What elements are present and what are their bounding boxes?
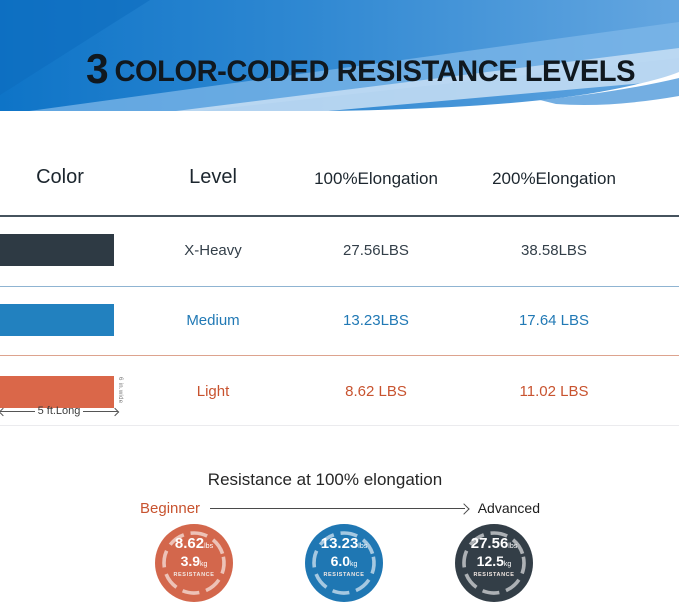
elongation-100-value: 8.62 LBS — [345, 383, 407, 400]
badge-caption: RESISTANCE — [173, 572, 215, 578]
resistance-badge-xheavy: 27.56lbs 12.5kg RESISTANCE — [455, 524, 533, 602]
column-header-color: Color — [36, 166, 84, 188]
kg-unit: kg — [200, 561, 208, 568]
dashed-ring-icon — [462, 531, 526, 595]
dashed-ring-icon — [312, 531, 376, 595]
resistance-badge-medium: 13.23lbs 6.0kg RESISTANCE — [305, 524, 383, 602]
header-banner: 3 COLOR-CODED RESISTANCE LEVELS — [0, 0, 679, 118]
lbs-unit: lbs — [508, 543, 518, 550]
title-number: 3 — [86, 45, 109, 92]
elongation-100-value: 27.56LBS — [343, 242, 409, 259]
level-label: Medium — [186, 312, 240, 329]
lbs-value: 13.23 — [320, 535, 359, 552]
kg-value: 6.0 — [330, 553, 351, 569]
kg-value: 12.5 — [476, 553, 504, 569]
advanced-label: Advanced — [477, 500, 540, 516]
kg-unit: kg — [503, 561, 512, 568]
band-length-dimension: 5 ft.Long — [0, 403, 119, 419]
level-label: Light — [196, 383, 230, 400]
band-length-label: 5 ft.Long — [37, 405, 81, 417]
divider-row-1 — [0, 286, 679, 287]
band-width-label: 6 in.wide — [117, 377, 123, 404]
arrow-head-icon — [458, 502, 470, 515]
left-arrow-line — [0, 410, 35, 412]
badge-text: 27.56lbs 12.5kg RESISTANCE — [455, 536, 533, 579]
beginner-to-advanced-arrow — [210, 502, 470, 515]
column-header-100-elongation: 100%Elongation — [314, 169, 438, 188]
dashed-ring-icon — [162, 531, 226, 595]
legend-scale: Beginner Advanced — [140, 498, 540, 518]
arrow-shaft — [210, 508, 465, 509]
band-swatch-light — [0, 376, 114, 408]
badge-caption: RESISTANCE — [323, 572, 365, 578]
elongation-200-value: 11.02 LBS — [519, 383, 589, 400]
header-background-graphic — [0, 0, 679, 118]
lbs-unit: lbs — [358, 543, 368, 550]
badge-caption: RESISTANCE — [473, 572, 515, 578]
band-swatch-xheavy — [0, 234, 114, 266]
right-arrow-line — [83, 410, 119, 412]
divider-header — [0, 215, 679, 217]
elongation-200-value: 38.58LBS — [521, 242, 587, 259]
column-header-200-elongation: 200%Elongation — [492, 169, 616, 188]
lbs-value: 27.56 — [470, 535, 509, 552]
band-swatch-medium — [0, 304, 114, 336]
divider-row-3 — [0, 425, 679, 426]
legend-title: Resistance at 100% elongation — [207, 470, 443, 489]
kg-unit: kg — [350, 561, 358, 568]
divider-row-2 — [0, 355, 679, 356]
level-label: X-Heavy — [184, 242, 242, 259]
resistance-badge-light: 8.62lbs 3.9kg RESISTANCE — [155, 524, 233, 602]
kg-value: 3.9 — [180, 553, 201, 569]
elongation-100-value: 13.23LBS — [343, 312, 409, 329]
lbs-unit: lbs — [204, 543, 214, 550]
column-header-level: Level — [189, 166, 237, 188]
title-text: COLOR-CODED RESISTANCE LEVELS — [114, 54, 636, 88]
page-title: 3 COLOR-CODED RESISTANCE LEVELS — [86, 45, 636, 92]
badge-text: 13.23lbs 6.0kg RESISTANCE — [305, 536, 383, 579]
beginner-label: Beginner — [140, 499, 201, 517]
elongation-200-value: 17.64 LBS — [518, 312, 590, 329]
lbs-value: 8.62 — [174, 535, 205, 552]
badge-text: 8.62lbs 3.9kg RESISTANCE — [155, 536, 233, 579]
